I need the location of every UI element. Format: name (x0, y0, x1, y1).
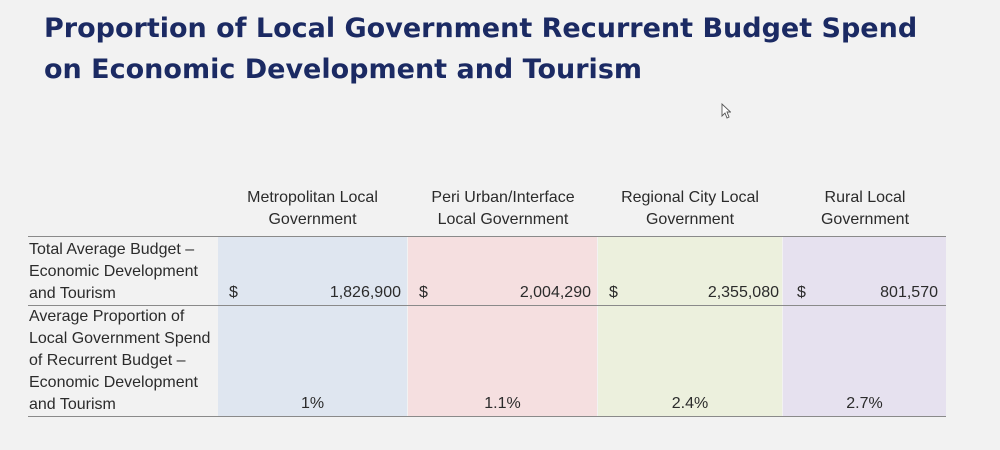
column-band-peri-urban (408, 237, 597, 416)
budget-value-peri-urban: 2,004,290 (519, 284, 591, 301)
currency-symbol: $ (797, 284, 806, 301)
proportion-value-regional-city: 2.4% (671, 395, 709, 412)
column-band-rural (783, 237, 946, 416)
row-label-total-budget: Total Average Budget – Economic Developm… (29, 241, 198, 302)
column-band-regional-city (598, 237, 782, 416)
column-header-metropolitan: Metropolitan Local Government (247, 189, 378, 228)
currency-symbol: $ (609, 284, 618, 301)
row-divider (28, 305, 946, 306)
budget-value-rural: 801,570 (880, 284, 938, 301)
table-bottom-border (28, 416, 946, 417)
currency-symbol: $ (229, 284, 238, 301)
column-band-metropolitan (218, 237, 407, 416)
column-header-peri-urban: Peri Urban/Interface Local Government (431, 189, 575, 228)
page-title: Proportion of Local Government Recurrent… (44, 13, 918, 85)
budget-value-regional-city: 2,355,080 (707, 284, 779, 301)
mouse-cursor-icon (721, 103, 731, 119)
proportion-value-metropolitan: 1% (300, 395, 325, 412)
budget-value-metropolitan: 1,826,900 (329, 284, 401, 301)
currency-symbol: $ (419, 284, 428, 301)
row-label-average-proportion: Average Proportion of Local Government S… (29, 308, 211, 413)
proportion-value-peri-urban: 1.1% (484, 395, 521, 412)
table-top-border (28, 236, 946, 237)
column-header-rural: Rural Local Government (820, 189, 910, 228)
proportion-value-rural: 2.7% (846, 395, 883, 412)
column-header-regional-city: Regional City Local Government (621, 189, 759, 228)
